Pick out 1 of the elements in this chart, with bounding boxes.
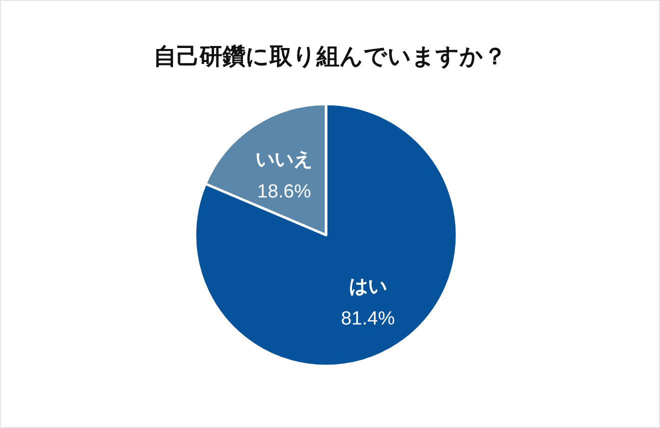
title: 自己研鑽に取り組んでいますか？ [154,43,506,69]
